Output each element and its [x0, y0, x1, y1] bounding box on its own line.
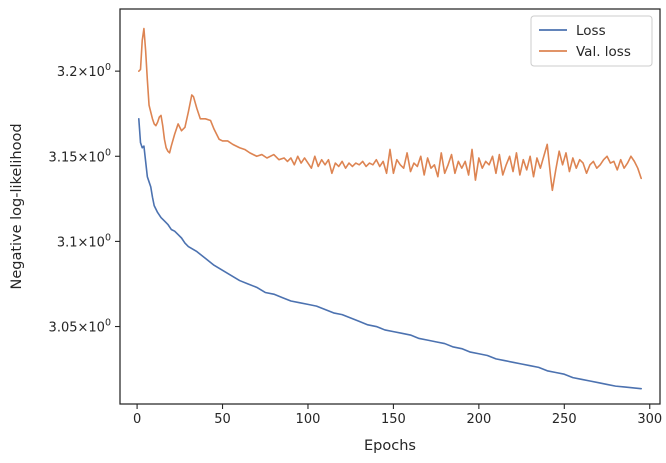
y-tick-mantissa: 3.15 — [49, 150, 78, 165]
y-tick-exponent: 0 — [105, 62, 111, 73]
x-tick-label: 300 — [637, 412, 662, 427]
y-tick-label: 3.1×100 — [57, 232, 111, 250]
y-tick-mantissa: 3.2 — [57, 65, 78, 80]
y-tick-base: 10 — [88, 321, 105, 336]
x-axis-title: Epochs — [364, 438, 416, 454]
x-tick-label: 250 — [552, 412, 577, 427]
y-axis-title: Negative log-likelihood — [9, 123, 25, 289]
x-tick-label: 100 — [296, 412, 321, 427]
y-tick-times: × — [78, 65, 89, 80]
x-tick-label: 0 — [133, 412, 141, 427]
y-tick-base: 10 — [88, 65, 105, 80]
y-tick-mantissa: 3.05 — [49, 321, 78, 336]
y-tick-label: 3.2×100 — [57, 62, 111, 80]
y-tick-label: 3.15×100 — [49, 147, 111, 165]
legend-box — [530, 15, 653, 67]
legend: Loss Val. loss — [530, 15, 653, 67]
y-tick-mantissa: 3.1 — [57, 235, 78, 250]
series-line-1 — [138, 27, 642, 192]
legend-label-1: Val. loss — [576, 44, 631, 60]
series-line-0 — [138, 118, 642, 390]
plot-frame — [119, 8, 661, 405]
x-tick-label: 150 — [381, 412, 406, 427]
x-tick-label: 200 — [466, 412, 491, 427]
y-tick-exponent: 0 — [105, 147, 111, 158]
y-tick-exponent: 0 — [105, 318, 111, 329]
series-layer — [138, 27, 642, 390]
y-tick-base: 10 — [88, 235, 105, 250]
legend-label-0: Loss — [576, 23, 606, 39]
y-tick-base: 10 — [88, 150, 105, 165]
plot-area — [120, 9, 660, 404]
y-tick-times: × — [78, 321, 89, 336]
y-tick-exponent: 0 — [105, 232, 111, 243]
y-tick-label: 3.05×100 — [49, 318, 111, 336]
x-axis: 0 50 100 150 200 250 300 — [133, 404, 662, 427]
x-tick-label: 50 — [214, 412, 231, 427]
y-tick-times: × — [78, 150, 89, 165]
y-tick-times: × — [78, 235, 89, 250]
